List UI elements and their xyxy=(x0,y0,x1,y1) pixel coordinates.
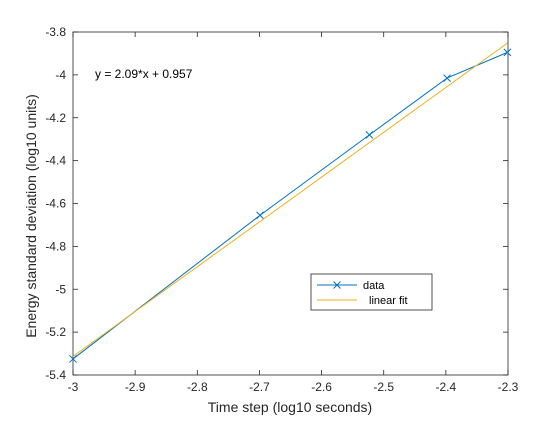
x-tick-label: -2.3 xyxy=(498,380,519,394)
x-tick-label: -3 xyxy=(68,380,79,394)
x-tick-label: -2.6 xyxy=(311,380,332,394)
legend-label: data xyxy=(363,280,385,292)
y-tick-label: -4.4 xyxy=(45,154,66,168)
series-line-linear-fit xyxy=(72,42,508,357)
y-tick-label: -4 xyxy=(55,68,66,82)
y-tick-label: -5 xyxy=(55,282,66,296)
legend: data linear fit xyxy=(310,273,433,311)
x-axis-label: Time step (log10 seconds) xyxy=(208,399,372,415)
marker-stroke xyxy=(69,355,77,363)
y-tick-label: -4.2 xyxy=(45,111,66,125)
data-point-marker xyxy=(69,355,77,363)
marker-stroke xyxy=(256,211,264,220)
legend-label: linear fit xyxy=(369,295,408,307)
y-tick-label: -3.8 xyxy=(45,25,66,39)
y-tick-label: -4.8 xyxy=(45,239,66,253)
plot-area-frame xyxy=(72,31,509,376)
legend-box xyxy=(310,273,433,311)
x-tick-label: -2.8 xyxy=(187,380,208,394)
y-axis-label: Energy standard deviation (log10 units) xyxy=(23,94,39,338)
y-tick-label: -5.2 xyxy=(45,325,66,339)
data-point-marker xyxy=(443,74,451,82)
x-tick-label: -2.9 xyxy=(125,380,146,394)
data-point-marker xyxy=(365,131,374,139)
marker-stroke xyxy=(365,131,374,139)
fit-equation-annotation: y = 2.09*x + 0.957 xyxy=(95,67,193,81)
y-tick-label: -4.6 xyxy=(45,197,66,211)
data-point-marker xyxy=(256,211,264,220)
legend-marker xyxy=(333,281,341,289)
x-tick-label: -2.5 xyxy=(373,380,394,394)
y-tick-label: -5.4 xyxy=(45,368,66,382)
marker-stroke xyxy=(503,48,512,57)
x-tick-label: -2.7 xyxy=(249,380,270,394)
marker-stroke xyxy=(443,74,451,82)
x-tick-label: -2.4 xyxy=(436,380,457,394)
data-point-marker xyxy=(503,48,512,57)
